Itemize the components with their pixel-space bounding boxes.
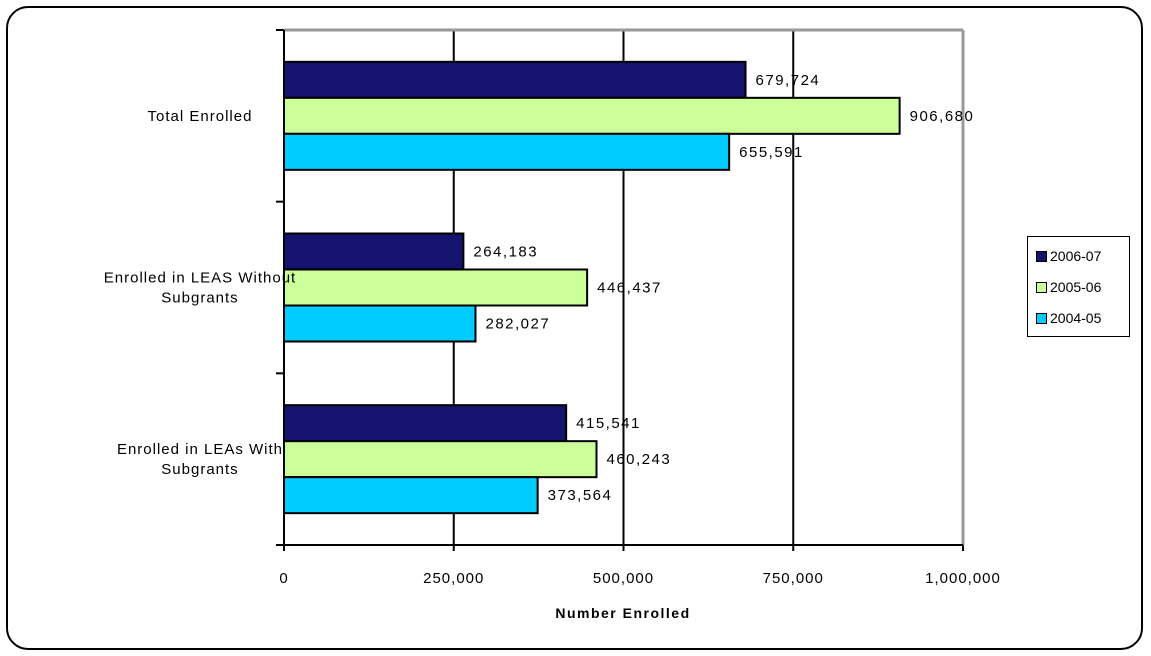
category-label-2: Enrolled in LEAs With Subgrants — [117, 441, 283, 478]
data-labels: 679,724 906,680 655,591 264,183 446,437 282,0… — [473, 72, 975, 504]
category-labels: Total Enrolled Enrolled in LEAS Without Su… — [104, 108, 296, 478]
bar-2004-05-cat1 — [283, 304, 477, 343]
category-label-line-2-1: Subgrants — [161, 461, 238, 478]
category-label-line-2-0: Enrolled in LEAs With — [117, 441, 283, 458]
category-label-0: Total Enrolled — [148, 108, 253, 125]
bar-2006-07-cat0 — [283, 60, 747, 99]
legend: 2006-07 2005-06 2004-05 — [1027, 236, 1130, 337]
category-label-line-0-0: Total Enrolled — [148, 108, 253, 125]
legend-swatch-2004-05 — [1036, 312, 1047, 324]
axes — [276, 28, 965, 551]
legend-item-2005-06: 2005-06 — [1036, 278, 1101, 296]
category-label-line-1-0: Enrolled in LEAS Without — [104, 270, 296, 287]
bar-2004-05-cat0 — [283, 132, 731, 171]
x-tick-label-3: 750,000 — [763, 570, 824, 587]
data-label-2004-05-cat2: 373,564 — [548, 487, 613, 504]
data-label-2005-06-cat1: 446,437 — [597, 280, 662, 297]
data-label-2004-05-cat0: 655,591 — [739, 144, 804, 161]
bar-2006-07-cat2 — [283, 404, 568, 443]
legend-swatch-2005-06 — [1036, 281, 1047, 293]
legend-swatch-2006-07 — [1036, 250, 1047, 262]
legend-label-2006-07: 2006-07 — [1050, 248, 1102, 264]
data-label-2005-06-cat0: 906,680 — [910, 108, 975, 125]
bar-2004-05-cat2 — [283, 476, 539, 515]
legend-item-2004-05: 2004-05 — [1036, 309, 1101, 327]
legend-item-2006-07: 2006-07 — [1036, 247, 1101, 265]
data-label-2006-07-cat0: 679,724 — [756, 72, 821, 89]
legend-label-2005-06: 2005-06 — [1050, 279, 1102, 295]
legend-label-2004-05: 2004-05 — [1050, 310, 1102, 326]
x-tick-label-4: 1,000,000 — [925, 570, 1001, 587]
bar-2005-06-cat2 — [283, 440, 598, 479]
x-axis-label: Number Enrolled — [555, 605, 690, 621]
data-label-2005-06-cat2: 460,243 — [607, 451, 672, 468]
x-tick-label-1: 250,000 — [423, 570, 484, 587]
tick-labels: 0 250,000 500,000 750,000 1,000,000 — [279, 570, 1001, 587]
category-label-1: Enrolled in LEAS Without Subgrants — [104, 270, 296, 307]
data-label-2006-07-cat1: 264,183 — [473, 244, 538, 261]
category-label-line-1-1: Subgrants — [161, 290, 238, 307]
data-label-2004-05-cat1: 282,027 — [485, 316, 550, 333]
x-tick-label-0: 0 — [279, 570, 288, 587]
bar-2005-06-cat1 — [283, 268, 589, 307]
bars — [283, 60, 901, 515]
bar-2006-07-cat1 — [283, 232, 465, 271]
data-label-2006-07-cat2: 415,541 — [576, 415, 641, 432]
x-tick-label-2: 500,000 — [593, 570, 654, 587]
bar-2005-06-cat0 — [283, 96, 901, 135]
